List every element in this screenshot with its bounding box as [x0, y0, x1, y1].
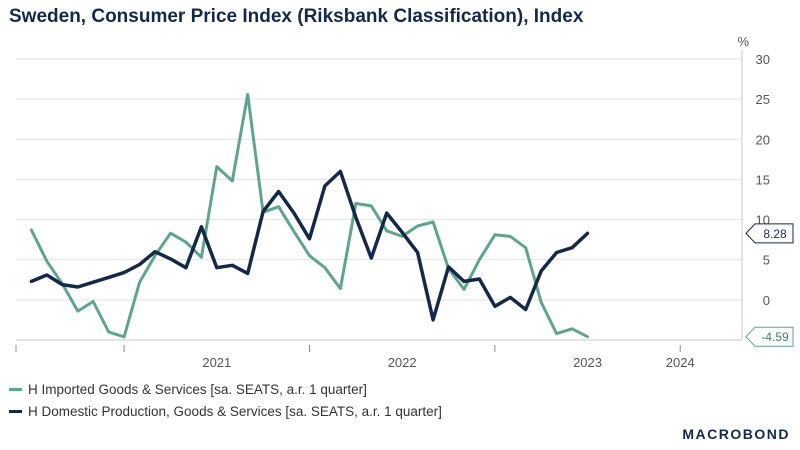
- y-unit-label: %: [737, 34, 749, 49]
- legend-swatch-domestic: [9, 409, 22, 413]
- y-tick-label-0: 0: [763, 293, 770, 308]
- x-tick-label-2021: 2021: [202, 355, 231, 370]
- macrobond-logo: MACROBOND: [682, 426, 790, 442]
- last-value-text-imported: -4.59: [761, 330, 789, 344]
- legend-item-imported: H Imported Goods & Services [sa. SEATS, …: [9, 378, 442, 400]
- series-line-domestic: [29, 169, 590, 322]
- legend: H Imported Goods & Services [sa. SEATS, …: [9, 378, 442, 422]
- legend-label-domestic: H Domestic Production, Goods & Services …: [28, 403, 442, 419]
- chart-title: Sweden, Consumer Price Index (Riksbank C…: [9, 6, 584, 27]
- last-value-label-imported: -4.59: [745, 326, 794, 347]
- legend-swatch-imported: [9, 387, 22, 391]
- y-tick-label-15: 15: [756, 172, 770, 187]
- last-value-text-domestic: 8.28: [763, 227, 787, 241]
- y-tick-label-25: 25: [756, 92, 770, 107]
- x-tick-label-2024: 2024: [666, 355, 695, 370]
- series-line-imported: [29, 92, 589, 339]
- x-tick-label-2023: 2023: [573, 355, 602, 370]
- x-tick-label-2022: 2022: [388, 355, 417, 370]
- y-tick-label-30: 30: [756, 52, 770, 67]
- last-value-box-imported: [745, 326, 794, 347]
- y-tick-label-20: 20: [756, 132, 770, 147]
- legend-label-imported: H Imported Goods & Services [sa. SEATS, …: [28, 381, 367, 397]
- last-value-box-domestic: [745, 223, 794, 244]
- legend-item-domestic: H Domestic Production, Goods & Services …: [9, 400, 442, 422]
- last-value-label-domestic: 8.28: [745, 223, 794, 244]
- y-tick-label-5: 5: [763, 253, 770, 268]
